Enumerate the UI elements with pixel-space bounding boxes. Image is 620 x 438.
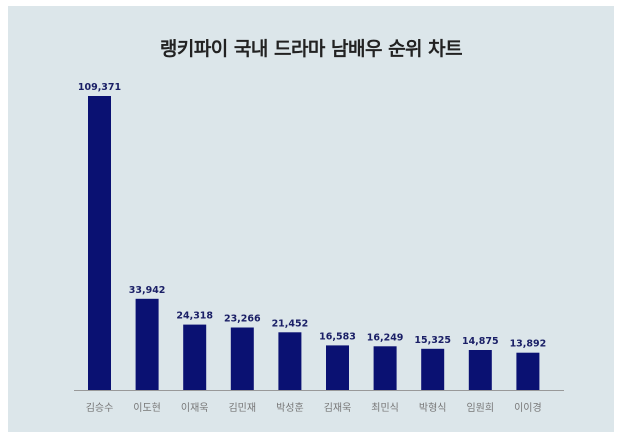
category-label-1: 이도현 (133, 402, 161, 414)
bar-6 (373, 346, 397, 390)
bar-0 (88, 96, 111, 390)
bar-5 (326, 345, 349, 390)
chart-panel: 랭키파이 국내 드라마 남배우 순위 차트 109,371 김승수 33,942 이도… (8, 6, 614, 432)
bar-1 (135, 298, 159, 390)
category-label-8: 임원희 (466, 401, 494, 414)
category-label-5: 김재욱 (324, 402, 352, 414)
value-label-0: 109,371 (78, 82, 121, 93)
value-label-2: 24,318 (176, 311, 213, 322)
value-label-9: 13,892 (510, 339, 547, 350)
category-label-9: 이이경 (514, 401, 542, 414)
value-label-4: 21,452 (272, 318, 309, 329)
category-label-7: 박형식 (419, 402, 447, 414)
bar-7 (421, 348, 445, 390)
value-label-1: 33,942 (129, 285, 166, 296)
category-label-2: 이재욱 (181, 402, 209, 414)
bar-9 (516, 352, 540, 390)
bar-3 (230, 327, 254, 390)
bar-4 (278, 332, 302, 390)
chart-title: 랭키파이 국내 드라마 남배우 순위 차트 (159, 38, 463, 60)
value-label-6: 16,249 (367, 332, 404, 343)
category-label-4: 박성훈 (276, 401, 304, 414)
bar-2 (183, 324, 207, 390)
category-label-6: 최민식 (371, 402, 399, 414)
category-label-0: 김승수 (86, 402, 114, 414)
value-label-7: 15,325 (414, 335, 451, 346)
value-label-3: 23,266 (224, 314, 261, 325)
bar-8 (468, 350, 492, 390)
value-label-5: 16,583 (319, 331, 356, 342)
bar-chart: 109,371 김승수 33,942 이도현 24,318 이재욱 23,266 김민재 21,… (74, 82, 564, 414)
category-label-3: 김민재 (228, 402, 256, 414)
value-label-8: 14,875 (462, 336, 499, 347)
